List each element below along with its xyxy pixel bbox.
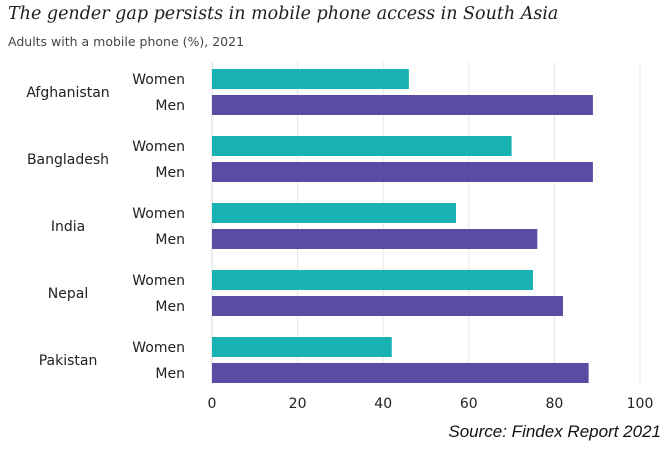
series-label: Men — [155, 98, 185, 114]
category-label: Pakistan — [39, 353, 98, 369]
x-tick-label: 20 — [289, 396, 307, 412]
x-tick-label: 100 — [627, 396, 654, 412]
x-tick-label: 60 — [460, 396, 478, 412]
series-label: Women — [132, 139, 185, 155]
bar-women — [212, 270, 533, 290]
bar-men — [212, 229, 538, 249]
series-label: Women — [132, 273, 185, 289]
bar-women — [212, 136, 512, 156]
category-label: Nepal — [48, 286, 88, 302]
bar-men — [212, 363, 589, 383]
bar-men — [212, 296, 563, 316]
source-note: Source: Findex Report 2021 — [448, 422, 661, 441]
category-label: Afghanistan — [26, 85, 109, 101]
series-label: Men — [155, 299, 185, 315]
bar-women — [212, 203, 456, 223]
bar-women — [212, 69, 409, 89]
chart-subtitle: Adults with a mobile phone (%), 2021 — [8, 34, 245, 49]
chart-title: The gender gap persists in mobile phone … — [8, 4, 559, 24]
x-tick-label: 40 — [374, 396, 392, 412]
category-label: Bangladesh — [27, 152, 109, 168]
series-label: Men — [155, 165, 185, 181]
series-label: Women — [132, 340, 185, 356]
series-label: Women — [132, 206, 185, 222]
bar-women — [212, 337, 392, 357]
x-tick-label: 80 — [545, 396, 563, 412]
series-label: Women — [132, 72, 185, 88]
category-label: India — [51, 219, 85, 235]
bar-men — [212, 162, 593, 182]
series-label: Men — [155, 366, 185, 382]
series-label: Men — [155, 232, 185, 248]
x-tick-label: 0 — [208, 396, 217, 412]
bar-men — [212, 95, 593, 115]
